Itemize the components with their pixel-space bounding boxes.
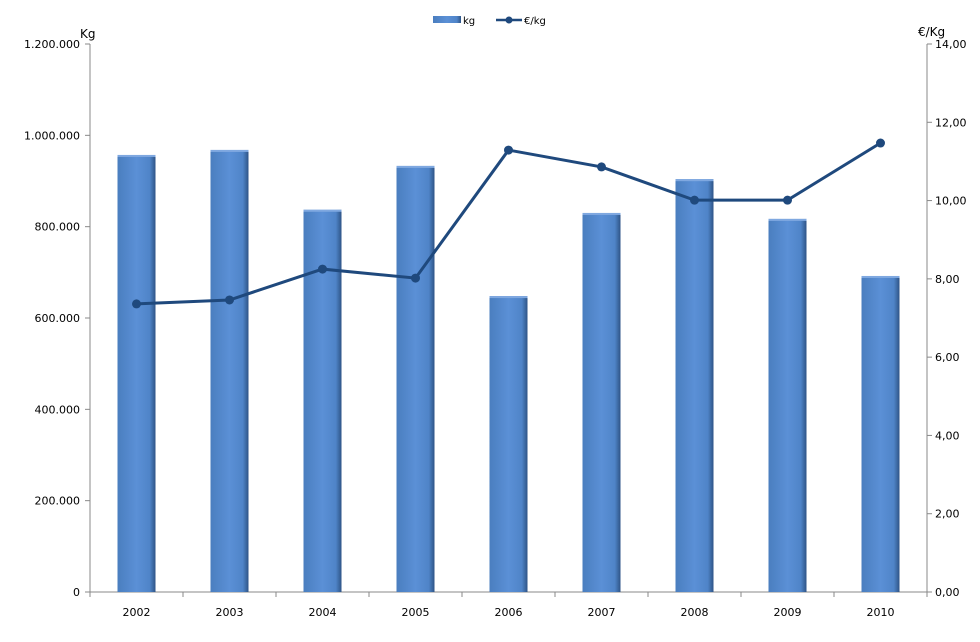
- bar-top-highlight: [117, 154, 156, 157]
- x-tick-label: 2004: [309, 606, 337, 619]
- y2-tick-label: 10,00: [935, 195, 967, 208]
- point-price-2003: [225, 295, 234, 305]
- bar-kg-2008: [675, 179, 714, 592]
- y2-tick-label: 14,00: [935, 38, 967, 51]
- y-tick-label: 1.200.000: [24, 38, 80, 51]
- point-price-2008: [690, 195, 699, 205]
- bar-top-highlight: [861, 275, 900, 278]
- legend-label-price: €/kg: [524, 16, 546, 27]
- point-price-2009: [783, 195, 792, 205]
- legend-label-kg: kg: [463, 16, 475, 27]
- bar-top-highlight: [768, 218, 807, 221]
- x-tick-label: 2002: [123, 606, 151, 619]
- y-tick-label: 0: [73, 586, 80, 599]
- legend-swatch-kg: [433, 16, 461, 23]
- point-price-2002: [132, 299, 141, 309]
- y2-tick-label: 6,00: [935, 351, 960, 364]
- point-price-2005: [411, 273, 420, 283]
- bar-top-highlight: [396, 165, 435, 168]
- point-price-2006: [504, 145, 513, 155]
- x-tick-label: 2005: [402, 606, 430, 619]
- y-axis-title: Kg: [80, 27, 96, 41]
- bar-top-highlight: [675, 179, 714, 182]
- point-price-2007: [597, 162, 606, 172]
- bar-top-highlight: [489, 296, 528, 299]
- x-tick-label: 2006: [495, 606, 523, 619]
- y2-tick-label: 8,00: [935, 273, 960, 286]
- x-tick-label: 2007: [588, 606, 616, 619]
- x-tick-label: 2009: [774, 606, 802, 619]
- bar-kg-2010: [861, 275, 900, 592]
- y2-tick-label: 4,00: [935, 429, 960, 442]
- bar-kg-2007: [582, 212, 621, 592]
- x-tick-label: 2010: [867, 606, 895, 619]
- x-tick-label: 2008: [681, 606, 709, 619]
- bar-kg-2009: [768, 218, 807, 593]
- bar-top-highlight: [303, 209, 342, 212]
- y-tick-label: 1.000.000: [24, 129, 80, 142]
- y2-tick-label: 2,00: [935, 508, 960, 521]
- y-tick-label: 600.000: [35, 312, 81, 325]
- y2-tick-label: 0,00: [935, 586, 960, 599]
- bar-kg-2002: [117, 154, 156, 592]
- x-tick-label: 2003: [216, 606, 244, 619]
- y2-axis-title: €/Kg: [918, 25, 945, 39]
- point-price-2004: [318, 264, 327, 274]
- y-tick-label: 800.000: [35, 221, 81, 234]
- point-price-2010: [876, 138, 885, 148]
- bar-kg-2005: [396, 165, 435, 592]
- bar-kg-2006: [489, 296, 528, 592]
- bar-top-highlight: [210, 149, 249, 152]
- bar-kg-2003: [210, 149, 249, 593]
- y-tick-label: 400.000: [35, 403, 81, 416]
- legend: kg €/kg: [433, 16, 546, 27]
- legend-marker-price: [505, 16, 513, 24]
- y-tick-label: 200.000: [35, 495, 81, 508]
- y2-tick-label: 12,00: [935, 116, 967, 129]
- bar-top-highlight: [582, 212, 621, 215]
